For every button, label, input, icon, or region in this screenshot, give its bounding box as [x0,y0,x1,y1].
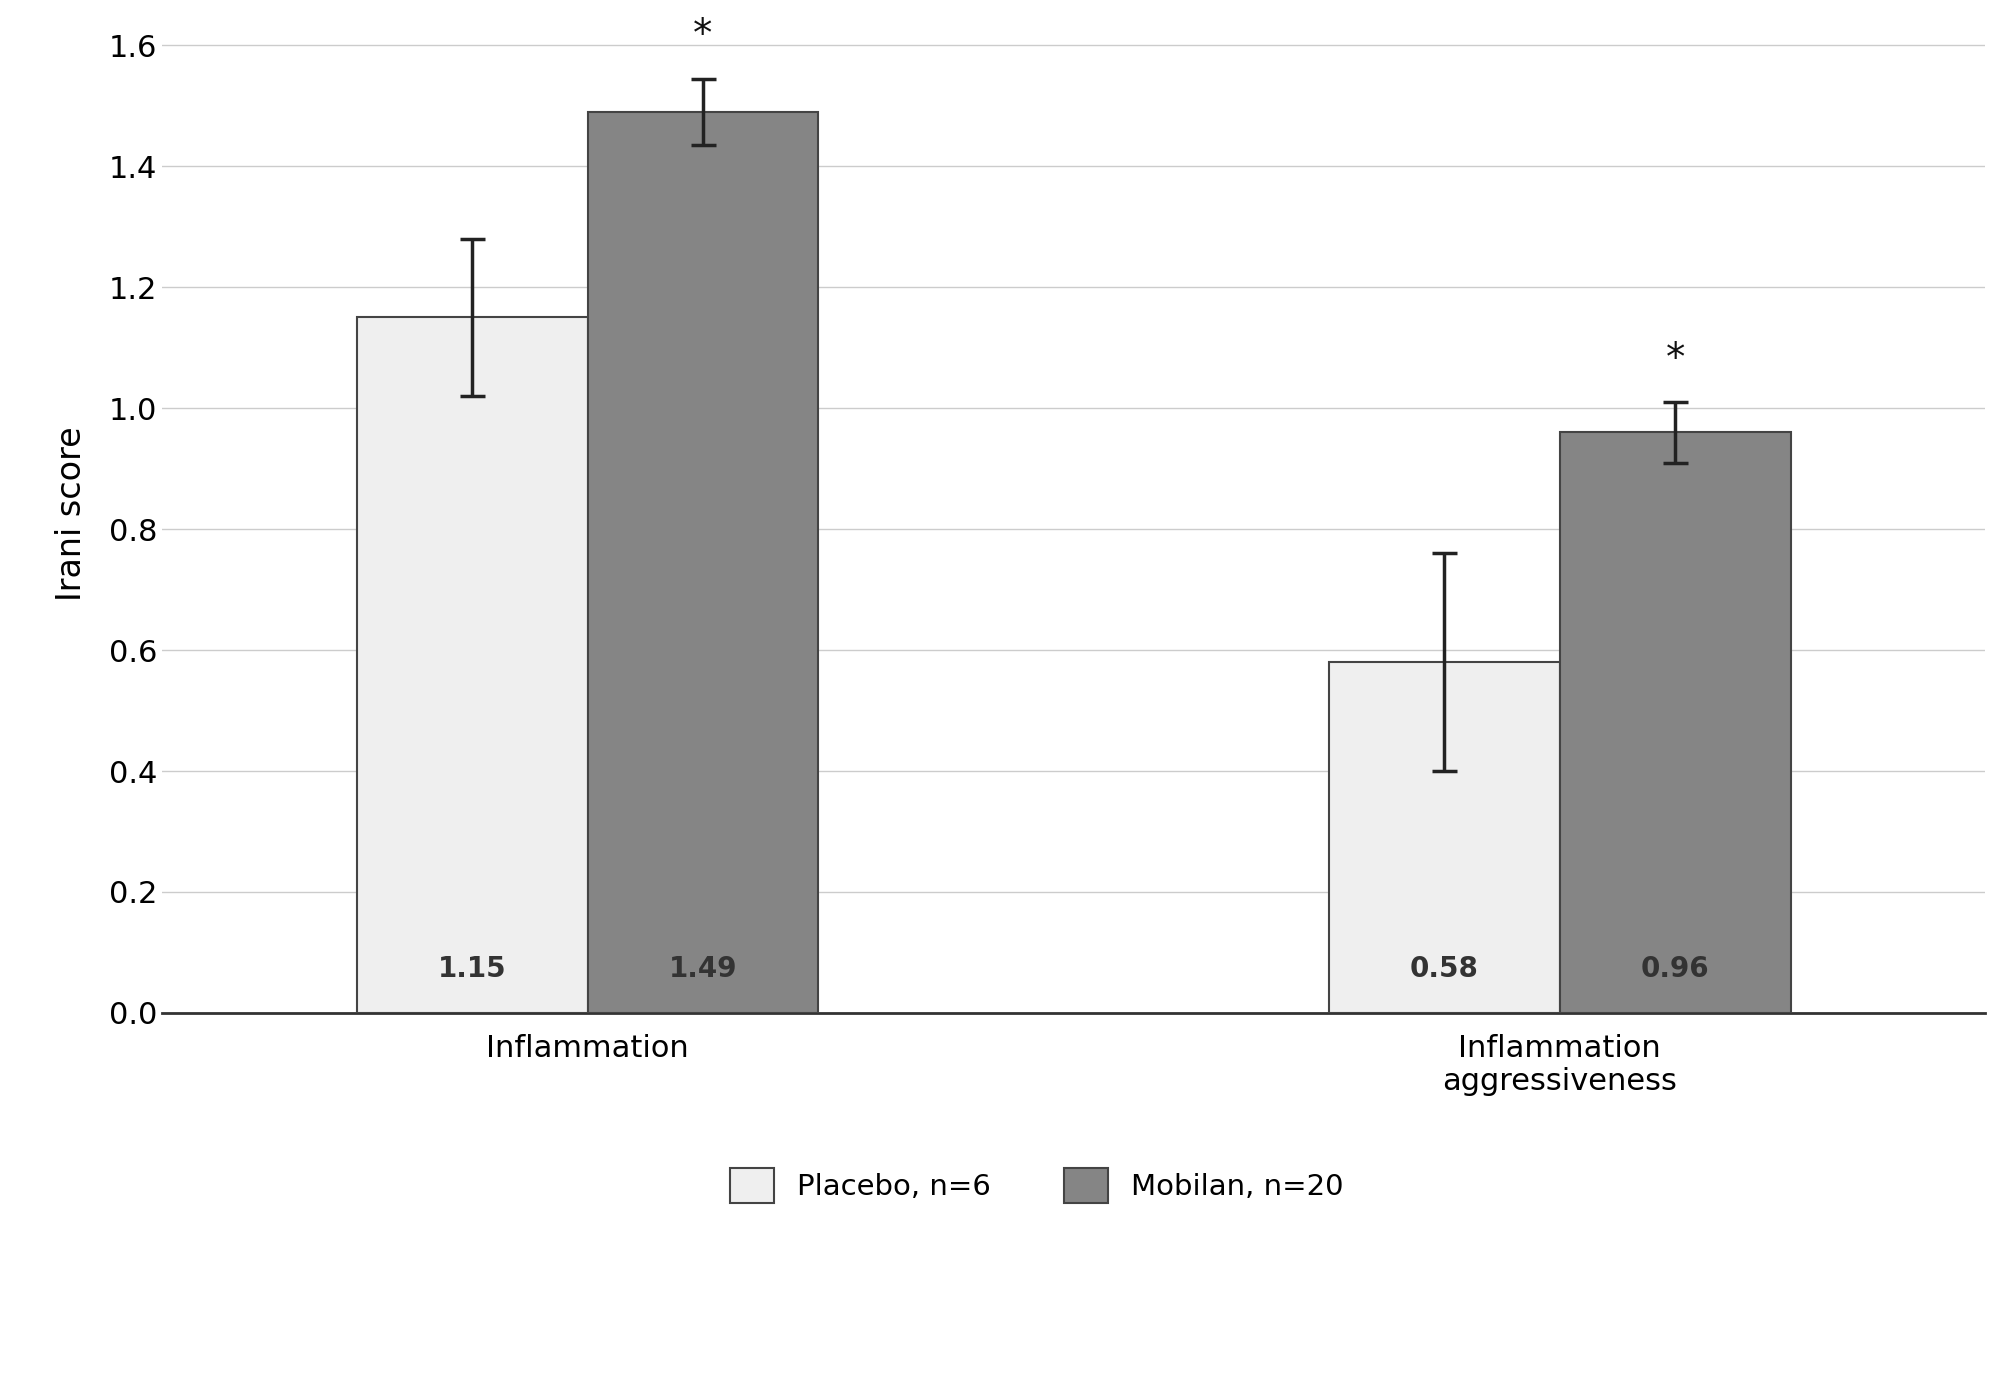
Text: 0.58: 0.58 [1410,954,1478,982]
Text: *: * [694,17,712,54]
Text: 1.15: 1.15 [438,954,506,982]
Bar [356,318,588,1013]
Text: 1.49: 1.49 [668,954,738,982]
Text: 0.96: 0.96 [1640,954,1710,982]
Text: *: * [1666,340,1684,377]
Legend: Placebo, n=6, Mobilan, n=20: Placebo, n=6, Mobilan, n=20 [716,1153,1358,1218]
Y-axis label: Irani score: Irani score [56,427,88,602]
Bar [1560,433,1790,1013]
Bar [1328,662,1560,1013]
Bar [588,112,818,1013]
